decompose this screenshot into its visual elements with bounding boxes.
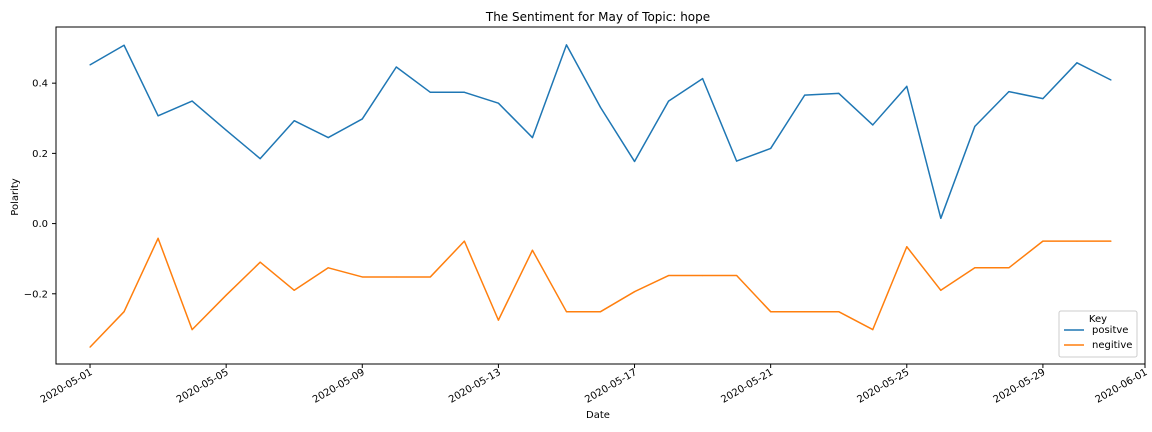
- legend-title: Key: [1089, 314, 1107, 325]
- data-point-negitive: [565, 311, 568, 313]
- data-point-positve: [599, 106, 602, 108]
- data-point-negitive: [1076, 240, 1078, 242]
- data-point-negitive: [940, 289, 942, 291]
- data-point-positve: [974, 125, 976, 127]
- data-point-positve: [1042, 98, 1044, 100]
- data-point-negitive: [1008, 267, 1010, 269]
- y-tick-label: 0.0: [32, 219, 48, 230]
- data-point-negitive: [872, 329, 874, 331]
- data-point-positve: [293, 120, 295, 122]
- legend-label-negitive: negitive: [1092, 340, 1132, 351]
- data-point-positve: [940, 217, 942, 219]
- data-point-positve: [463, 91, 465, 93]
- data-point-negitive: [974, 267, 976, 269]
- data-point-positve: [361, 118, 363, 120]
- data-point-negitive: [599, 311, 602, 313]
- data-point-negitive: [89, 346, 91, 348]
- data-point-positve: [259, 158, 261, 160]
- data-point-positve: [565, 44, 568, 46]
- data-point-negitive: [531, 249, 534, 251]
- y-tick-label: 0.4: [32, 79, 48, 90]
- data-point-positve: [89, 64, 91, 66]
- data-point-positve: [906, 85, 908, 87]
- data-point-negitive: [804, 311, 806, 313]
- data-point-negitive: [770, 311, 772, 313]
- data-point-negitive: [667, 274, 670, 277]
- data-point-positve: [667, 100, 670, 102]
- data-point-positve: [395, 66, 397, 68]
- series-layer: [89, 44, 1112, 348]
- data-point-positve: [157, 115, 159, 117]
- y-tick-label: 0.2: [32, 149, 48, 160]
- legend-label-positve: positve: [1092, 325, 1128, 336]
- data-point-negitive: [1042, 240, 1044, 242]
- data-point-negitive: [327, 267, 329, 269]
- data-point-negitive: [463, 240, 465, 242]
- data-point-positve: [191, 100, 193, 102]
- data-point-positve: [1008, 90, 1010, 93]
- data-point-negitive: [395, 276, 397, 278]
- y-axis: 0.4 0.2 0.0 −0.2: [24, 79, 56, 300]
- data-point-negitive: [838, 311, 840, 313]
- y-axis-label: Polarity: [10, 178, 21, 216]
- data-point-positve: [327, 136, 329, 139]
- data-point-negitive: [191, 329, 193, 331]
- data-point-positve: [531, 136, 534, 139]
- data-point-positve: [429, 91, 431, 93]
- data-point-negitive: [293, 289, 295, 291]
- data-point-positve: [497, 102, 500, 104]
- data-point-positve: [736, 160, 738, 162]
- data-point-positve: [838, 92, 840, 94]
- data-point-negitive: [906, 246, 908, 248]
- data-point-positve: [123, 44, 125, 46]
- x-axis-label: Date: [586, 410, 610, 421]
- data-point-negitive: [633, 291, 636, 293]
- plot-area: [55, 26, 1146, 365]
- data-point-negitive: [429, 276, 431, 278]
- data-point-negitive: [736, 274, 738, 277]
- data-point-positve: [872, 124, 874, 126]
- data-point-positve: [770, 147, 772, 150]
- data-point-negitive: [497, 319, 500, 321]
- plot-frame: [55, 26, 1146, 365]
- data-point-positve: [804, 94, 806, 96]
- data-point-positve: [633, 160, 636, 163]
- data-point-negitive: [701, 274, 704, 277]
- data-point-negitive: [123, 311, 125, 313]
- data-point-negitive: [225, 294, 227, 296]
- y-tick-label: −0.2: [24, 289, 48, 300]
- data-point-positve: [1076, 62, 1078, 64]
- data-point-negitive: [361, 276, 363, 278]
- data-point-positve: [701, 78, 704, 80]
- data-point-positve: [1110, 79, 1112, 81]
- chart-title: The Sentiment for May of Topic: hope: [485, 10, 710, 24]
- data-point-negitive: [1110, 240, 1112, 242]
- data-point-negitive: [259, 261, 261, 263]
- data-point-positve: [225, 129, 227, 131]
- legend: Key positve negitive: [1058, 310, 1138, 358]
- data-point-negitive: [157, 237, 159, 239]
